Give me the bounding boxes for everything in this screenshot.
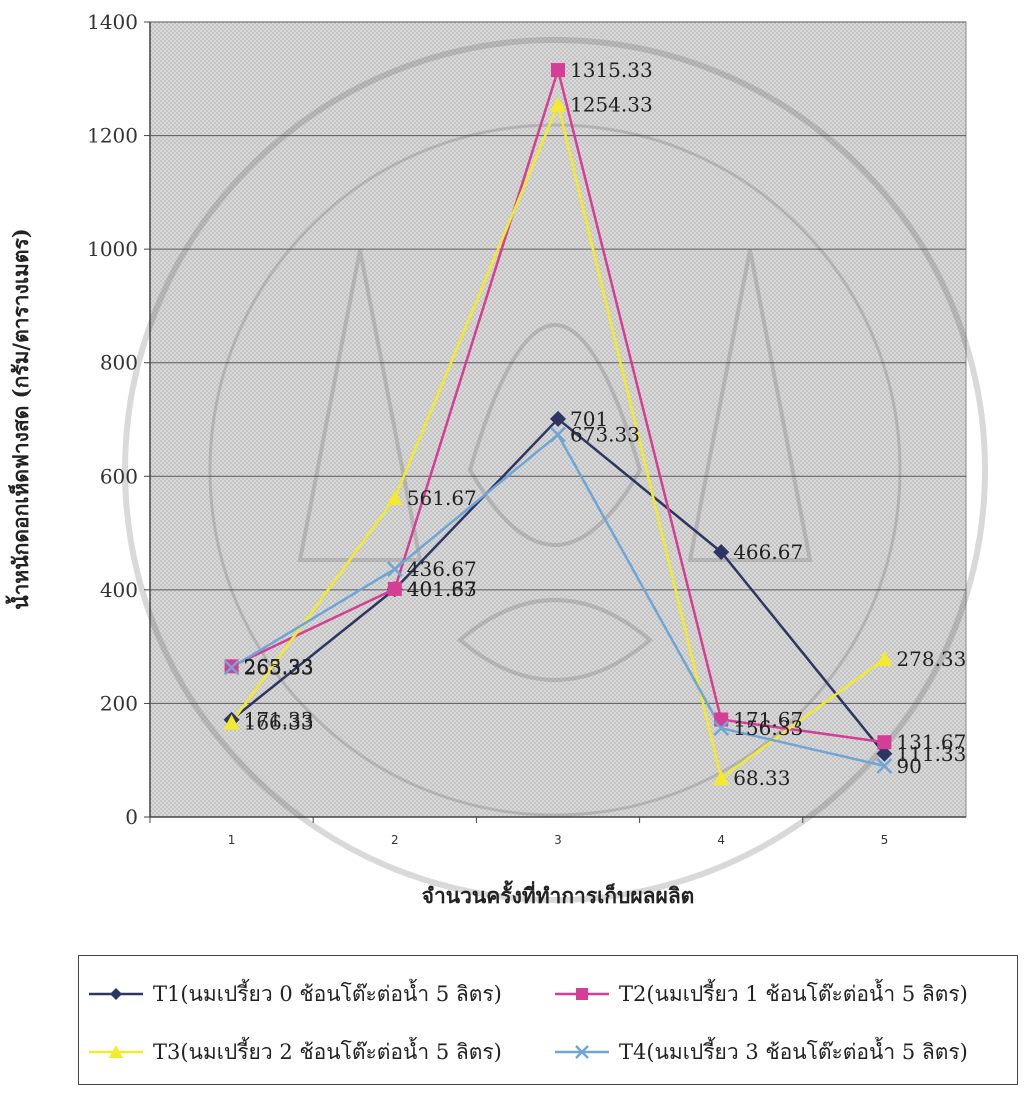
series-markers (223, 63, 893, 786)
x-tick-label: 1 (228, 833, 236, 847)
legend-item-t3: T3(นมเปรี้ยว 2 ช้อนโต๊ะต่อน้ำ 5 ลิตร) (87, 1032, 502, 1072)
y-tick-label: 600 (100, 464, 138, 488)
data-label-t4: 263.33 (244, 655, 314, 679)
y-tick-label: 1200 (87, 124, 138, 148)
y-tick-label: 200 (100, 691, 138, 715)
data-point-t1 (876, 745, 893, 762)
legend-marker-square-icon (555, 988, 609, 1000)
x-tick-label: 3 (554, 833, 562, 847)
y-tick-label: 0 (125, 805, 138, 829)
data-point-t4 (876, 758, 893, 774)
data-point-t4 (386, 561, 403, 577)
x-tick-label: 2 (391, 833, 399, 847)
x-tick-label: 5 (881, 833, 889, 847)
data-label-t2: 131.67 (896, 730, 966, 754)
y-axis-title: น้ำหนักดอกเห็ดฟางสด (กรัม/ตารางเมตร) (5, 228, 33, 609)
legend-marker-x-icon (555, 1045, 609, 1059)
legend-label-t3: T3(นมเปรี้ยว 2 ช้อนโต๊ะต่อน้ำ 5 ลิตร) (153, 1039, 502, 1064)
data-label-t3: 68.33 (733, 766, 790, 790)
legend: T1(นมเปรี้ยว 0 ช้อนโต๊ะต่อน้ำ 5 ลิตร) T2… (78, 955, 1018, 1085)
y-tick-label: 400 (100, 578, 138, 602)
data-point-t2 (877, 735, 892, 750)
data-label-t3: 278.33 (896, 647, 966, 671)
data-point-t4 (550, 426, 566, 443)
data-label-t1: 111.33 (896, 742, 966, 766)
data-point-t1 (713, 543, 730, 560)
x-tick-label: 4 (717, 833, 725, 847)
data-label-t4: 436.67 (407, 557, 477, 581)
data-label-t3: 166.33 (244, 711, 314, 735)
y-tick-label: 800 (100, 351, 138, 375)
data-point-t3 (713, 770, 730, 786)
data-label-t3: 1254.33 (570, 93, 653, 117)
data-point-t3 (550, 96, 566, 112)
data-labels: 171.33 401.33 701 466.67 111.33 265.33 401.67 1… (244, 58, 967, 790)
data-label-t4: 156.33 (733, 716, 803, 740)
legend-label-t1: T1(นมเปรี้ยว 0 ช้อนโต๊ะต่อน้ำ 5 ลิตร) (153, 981, 502, 1006)
data-label-t3: 561.67 (407, 486, 477, 510)
data-point-t3 (223, 714, 240, 730)
data-label-t1: 466.67 (733, 540, 803, 564)
data-point-t4 (223, 659, 240, 676)
data-label-t2: 401.67 (407, 577, 477, 601)
axes (149, 22, 966, 818)
line-chart: 0 200 400 600 800 1000 1200 1400 1 2 3 4 5 171.33 40… (5, 10, 988, 908)
legend-item-t1: T1(นมเปรี้ยว 0 ช้อนโต๊ะต่อน้ำ 5 ลิตร) (87, 974, 502, 1014)
data-label-t1: 171.33 (244, 708, 314, 732)
y-tick-labels: 0 200 400 600 800 1000 1200 1400 (87, 10, 150, 829)
data-point-t2 (551, 63, 565, 78)
data-label-t2: 171.67 (733, 708, 803, 732)
data-label-t4: 673.33 (570, 423, 640, 447)
legend-label-t2: T2(นมเปรี้ยว 1 ช้อนโต๊ะต่อน้ำ 5 ลิตร) (619, 981, 968, 1006)
data-label-t1: 401.33 (407, 577, 477, 601)
data-label-t1: 701 (570, 407, 608, 431)
y-tick-label: 1000 (87, 237, 138, 261)
data-label-t4: 90 (896, 754, 921, 778)
legend-item-t2: T2(นมเปรี้ยว 1 ช้อนโต๊ะต่อน้ำ 5 ลิตร) (553, 974, 968, 1014)
legend-marker-triangle-icon (89, 1045, 143, 1058)
x-axis-title: จำนวนครั้งที่ทำการเก็บผลผลิต (422, 880, 695, 908)
legend-marker-diamond-icon (89, 988, 143, 1000)
data-point-t1 (550, 410, 566, 427)
legend-label-t4: T4(นมเปรี้ยว 3 ช้อนโต๊ะต่อน้ำ 5 ลิตร) (619, 1039, 968, 1064)
watermark (122, 37, 988, 903)
data-label-t2: 265.33 (244, 654, 314, 678)
data-point-t3 (876, 650, 893, 666)
data-point-t4 (713, 720, 730, 737)
legend-item-t4: T4(นมเปรี้ยว 3 ช้อนโต๊ะต่อน้ำ 5 ลิตร) (553, 1032, 968, 1072)
gridlines (150, 21, 966, 704)
data-label-t2: 1315.33 (570, 58, 653, 82)
y-tick-label: 1400 (87, 10, 138, 34)
data-point-t2 (387, 581, 402, 596)
data-point-t3 (386, 490, 403, 506)
x-tick-labels: 1 2 3 4 5 (149, 817, 889, 847)
